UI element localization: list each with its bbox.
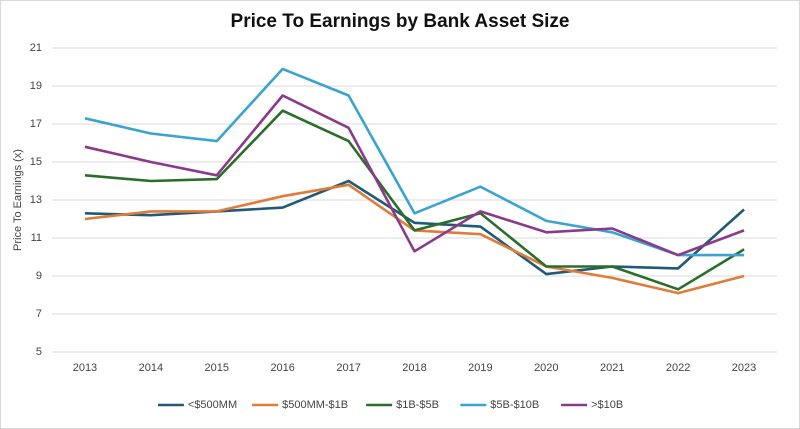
legend-label: $1B-$5B: [396, 399, 439, 411]
x-tick-label: 2014: [139, 362, 163, 374]
x-tick-label: 2020: [534, 362, 558, 374]
series-line: [84, 67, 745, 257]
y-axis-label: Price To Earnings (x): [12, 149, 24, 251]
x-tick-label: 2023: [732, 362, 756, 374]
y-tick-label: 17: [30, 118, 42, 130]
x-tick-label: 2013: [73, 362, 97, 374]
legend-label: $500MM-$1B: [282, 399, 348, 411]
x-tick-label: 2019: [468, 362, 492, 374]
y-tick-label: 11: [31, 232, 42, 244]
y-tick-label: 15: [30, 156, 42, 168]
y-tick-label: 9: [36, 270, 42, 282]
y-tick-label: 19: [30, 80, 42, 92]
legend-label: <$500MM: [188, 399, 237, 411]
series-line: [84, 94, 745, 257]
x-tick-label: 2015: [205, 362, 229, 374]
x-tick-label: 2016: [270, 362, 294, 374]
legend-label: >$10B: [591, 399, 623, 411]
y-tick-label: 13: [30, 194, 42, 206]
x-tick-label: 2021: [600, 362, 624, 374]
y-tick-label: 7: [36, 308, 42, 320]
legend-label: $5B-$10B: [490, 399, 539, 411]
x-tick-label: 2017: [336, 362, 360, 374]
y-tick-label: 21: [30, 42, 42, 54]
x-tick-label: 2022: [666, 362, 690, 374]
x-tick-label: 2018: [402, 362, 426, 374]
chart-title: Price To Earnings by Bank Asset Size: [231, 11, 570, 32]
series-line: [84, 109, 745, 291]
y-tick-label: 5: [36, 346, 42, 358]
